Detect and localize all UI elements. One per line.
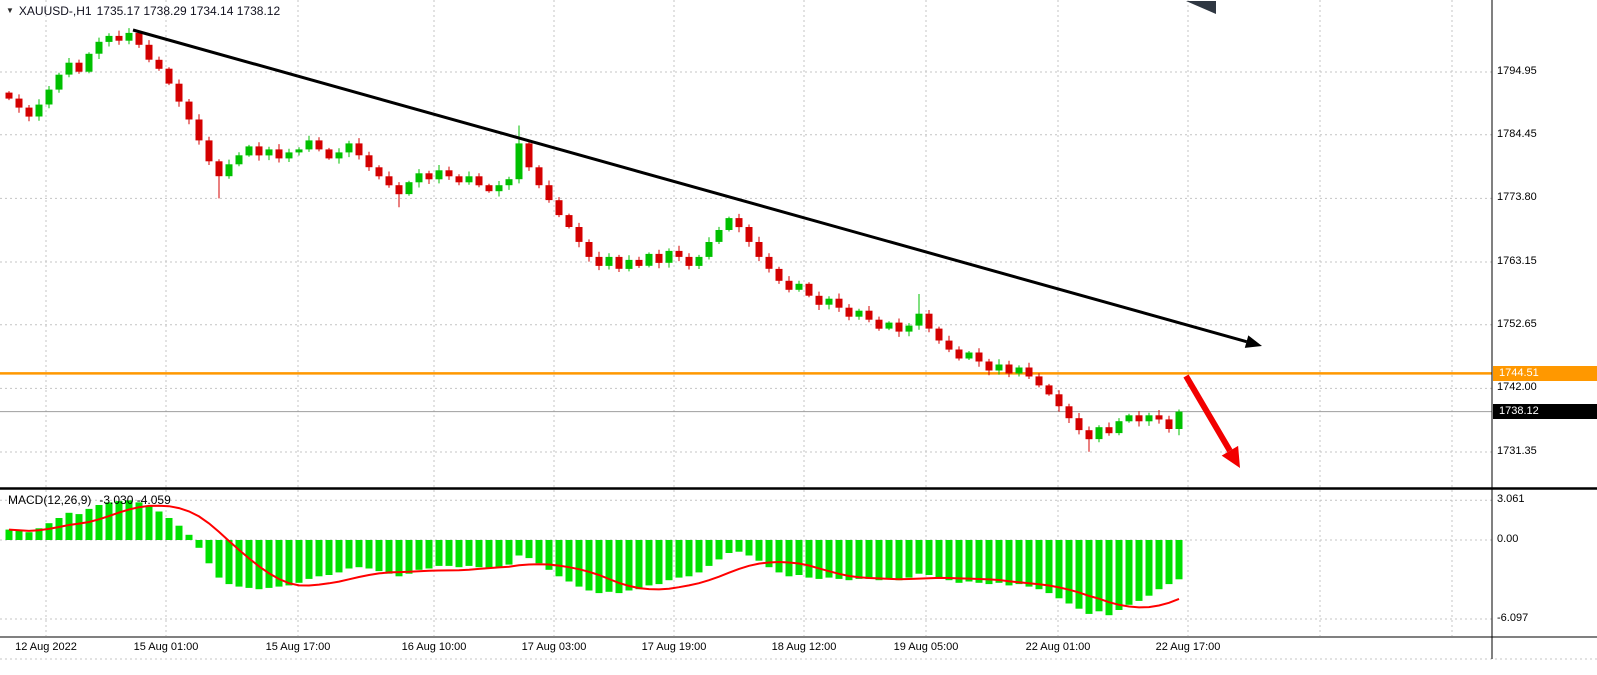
chevron-down-icon: ▼ [6,6,14,15]
price-axis-label: 1752.65 [1497,317,1537,330]
macd-axis-label: -6.097 [1497,612,1529,624]
time-axis-label: 15 Aug 17:00 [265,641,331,653]
time-axis-label: 12 Aug 2022 [15,641,77,653]
symbol-label: XAUUSD-,H1 [18,4,92,18]
price-axis-label: 1773.80 [1497,191,1537,204]
time-axis-label: 22 Aug 01:00 [1025,641,1091,653]
macd-axis-label: 3.061 [1497,493,1525,506]
time-axis-label: 15 Aug 01:00 [133,641,199,653]
time-axis-label: 17 Aug 03:00 [521,641,587,653]
price-axis-label: 1784.45 [1497,127,1537,140]
price-axis-label: 1731.35 [1497,445,1537,457]
macd-name: MACD(12,26,9) [8,493,92,507]
chart-header: ▼ XAUUSD-,H1 1735.17 1738.29 1734.14 173… [6,4,280,18]
time-axis-label: 19 Aug 05:00 [893,641,959,653]
chart-shift-marker [1186,1,1216,14]
time-axis-label: 16 Aug 10:00 [401,641,467,653]
macd-axis-label: 0.00 [1497,533,1519,545]
macd-values: -3.030 -4.059 [99,493,171,507]
price-axis-label: 1742.00 [1497,381,1537,394]
bid-price-tag: 1738.12 [1493,404,1597,419]
macd-indicator-label: MACD(12,26,9) -3.030 -4.059 [8,493,171,507]
price-axis-label: 1763.15 [1497,255,1537,267]
time-axis-label: 17 Aug 19:00 [641,641,707,653]
price-axis-label: 1794.95 [1497,65,1537,77]
time-axis-label: 22 Aug 17:00 [1155,641,1221,653]
time-axis-label: 18 Aug 12:00 [771,641,837,653]
resistance-price-tag: 1744.51 [1493,366,1597,381]
ohlc-readout: 1735.17 1738.29 1734.14 1738.12 [96,4,281,18]
